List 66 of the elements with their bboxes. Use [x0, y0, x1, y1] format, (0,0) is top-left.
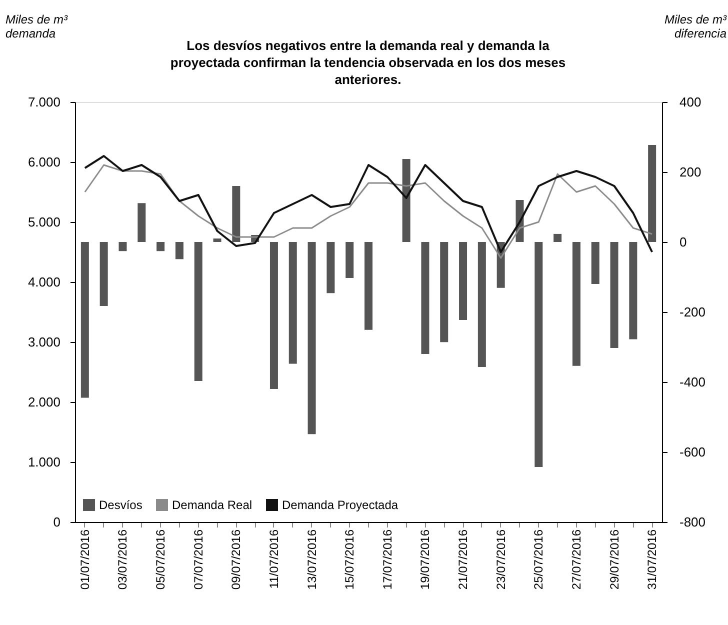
y2-tick-label: -800 [680, 514, 706, 530]
bar [534, 242, 543, 468]
bar [194, 242, 202, 381]
x-tick-label: 21/07/2016 [456, 529, 470, 590]
text: proyectada confirman la tendencia observada en los dos meses [170, 55, 566, 70]
text: anteriores. [334, 72, 402, 87]
x-tick-label: 13/07/2016 [304, 529, 319, 590]
bar [270, 242, 278, 389]
x-tick-label: 07/07/2016 [191, 529, 206, 590]
bar [591, 242, 600, 284]
x-tick-label: 17/07/2016 [380, 529, 394, 590]
y2-axis-title: Miles de m³ diferencia [664, 12, 728, 40]
y2-tick-label: 0 [680, 234, 687, 250]
y2-tick-label: -200 [680, 304, 706, 320]
bar [459, 242, 468, 320]
y-tick-label: 7.000 [28, 94, 60, 110]
x-tick-label: 29/07/2016 [607, 529, 622, 590]
bar [478, 242, 486, 367]
x-tick-label: 27/07/2016 [569, 529, 584, 590]
x-tick-label: 31/07/2016 [645, 529, 660, 590]
legend-label: Desvíos [99, 498, 142, 512]
x-tick-label: 23/07/2016 [494, 529, 508, 590]
bar [610, 242, 618, 348]
x-tick-label: 05/07/2016 [154, 529, 168, 590]
bar [440, 242, 448, 342]
bar [80, 242, 89, 398]
bar [308, 242, 316, 434]
x-tick-label: 19/07/2016 [418, 529, 432, 590]
y2-tick-label: -400 [680, 374, 706, 390]
bar [346, 242, 354, 278]
x-tick-label: 09/07/2016 [229, 529, 244, 590]
y2-tick-label: -600 [680, 444, 706, 460]
y-tick-label: 5.000 [28, 214, 60, 230]
y2-tick-label: 400 [680, 94, 702, 110]
bar [421, 242, 430, 354]
legend-label: Demanda Real [172, 498, 252, 512]
bar [648, 145, 656, 242]
x-tick-label: 11/07/2016 [266, 529, 281, 589]
x-tick-label: 15/07/2016 [342, 529, 357, 590]
x-tick-label: 01/07/2016 [78, 529, 92, 590]
bar [572, 242, 580, 366]
bar [364, 242, 372, 330]
text: Los desvíos negativos entre la demanda real y demanda la [186, 38, 550, 53]
bar [100, 242, 108, 306]
y-tick-label: 6.000 [28, 154, 60, 170]
bar [554, 234, 562, 242]
y-tick-label: 3.000 [28, 334, 60, 350]
bar [138, 203, 146, 242]
y-tick-label: 4.000 [28, 274, 60, 290]
legend-label: Demanda Proyectada [282, 498, 398, 512]
bar [629, 242, 638, 340]
x-tick-label: 03/07/2016 [116, 529, 130, 590]
bar [326, 242, 335, 294]
bar [118, 242, 127, 252]
bar [232, 186, 240, 242]
y-axis-title: Miles de m³ demanda [6, 12, 69, 40]
y2-tick-label: 200 [680, 164, 702, 180]
bar [156, 242, 165, 252]
bar [402, 159, 410, 242]
y-tick-label: 1.000 [28, 454, 60, 470]
y-tick-label: 2.000 [28, 394, 60, 410]
bar [288, 242, 297, 364]
bar [175, 242, 184, 260]
y-tick-label: 0 [53, 514, 60, 530]
x-tick-label: 25/07/2016 [532, 529, 546, 590]
bar [213, 238, 222, 242]
